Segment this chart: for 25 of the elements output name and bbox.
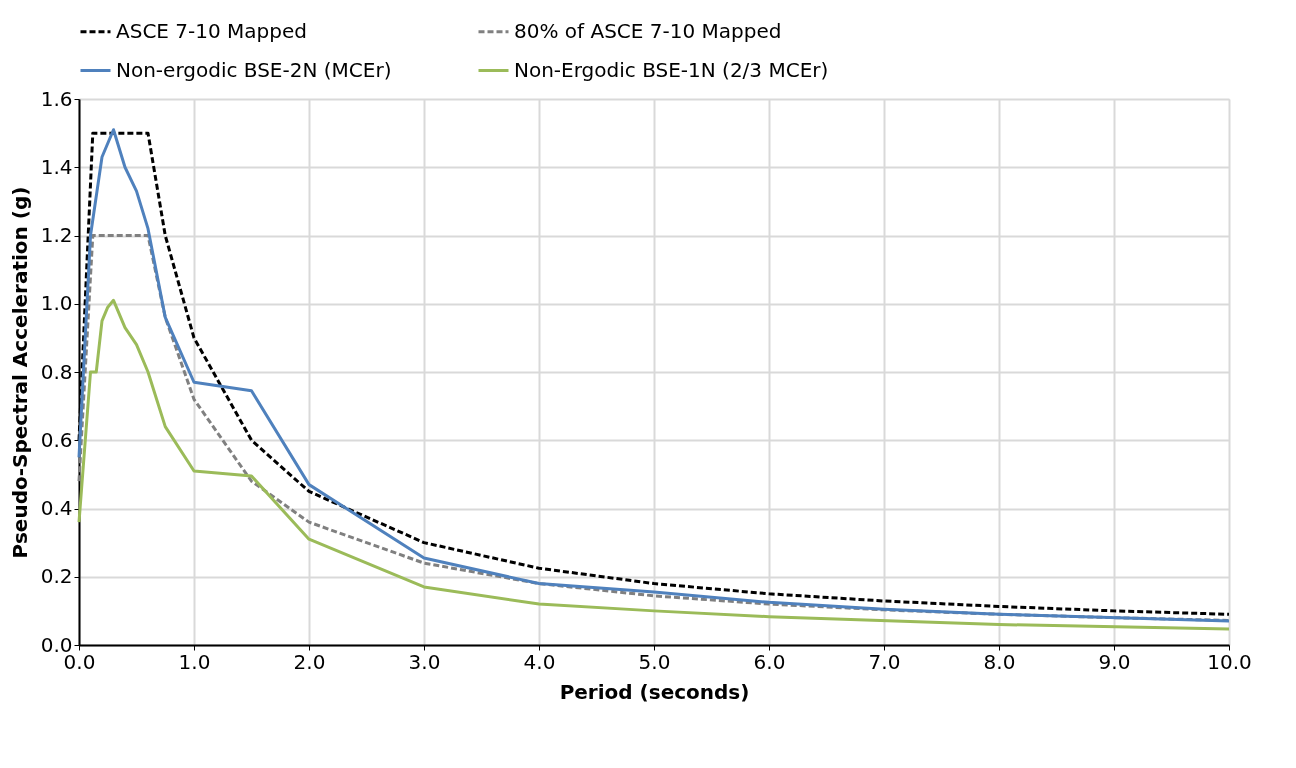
x-tick-label: 5.0 bbox=[638, 649, 671, 674]
x-tick-label: 7.0 bbox=[868, 649, 901, 674]
x-tick-label: 8.0 bbox=[983, 649, 1016, 674]
y-axis-title: Pseudo-Spectral Acceleration (g) bbox=[7, 186, 32, 559]
x-tick-label: 10.0 bbox=[1207, 649, 1252, 674]
x-tick-label: 2.0 bbox=[293, 649, 326, 674]
y-tick-label: 1.2 bbox=[40, 223, 73, 247]
x-axis-title: Period (seconds) bbox=[559, 679, 750, 704]
y-tick-label: 1.4 bbox=[40, 154, 73, 179]
x-tick-label: 1.0 bbox=[178, 649, 211, 674]
x-tick-label: 3.0 bbox=[408, 649, 441, 674]
legend-label: Non-Ergodic BSE-1N (2/3 MCEr) bbox=[514, 57, 829, 82]
y-tick-label: 0.2 bbox=[40, 564, 73, 589]
line-series bbox=[77, 298, 1231, 631]
legend-label: 80% of ASCE 7-10 Mapped bbox=[514, 18, 782, 43]
legend-label: Non-ergodic BSE-2N (MCEr) bbox=[116, 57, 392, 82]
x-tick-label: 9.0 bbox=[1098, 649, 1131, 674]
x-tick-label: 4.0 bbox=[523, 649, 556, 674]
y-tick-label: 1.0 bbox=[40, 291, 73, 316]
x-tick-label: 6.0 bbox=[753, 649, 786, 674]
y-tick-label: 0.6 bbox=[40, 427, 73, 452]
legend-label: ASCE 7-10 Mapped bbox=[116, 18, 307, 43]
y-tick-label: 0.8 bbox=[40, 359, 73, 384]
y-tick-label: 0.4 bbox=[40, 496, 73, 520]
y-tick-label: 1.6 bbox=[40, 86, 73, 111]
